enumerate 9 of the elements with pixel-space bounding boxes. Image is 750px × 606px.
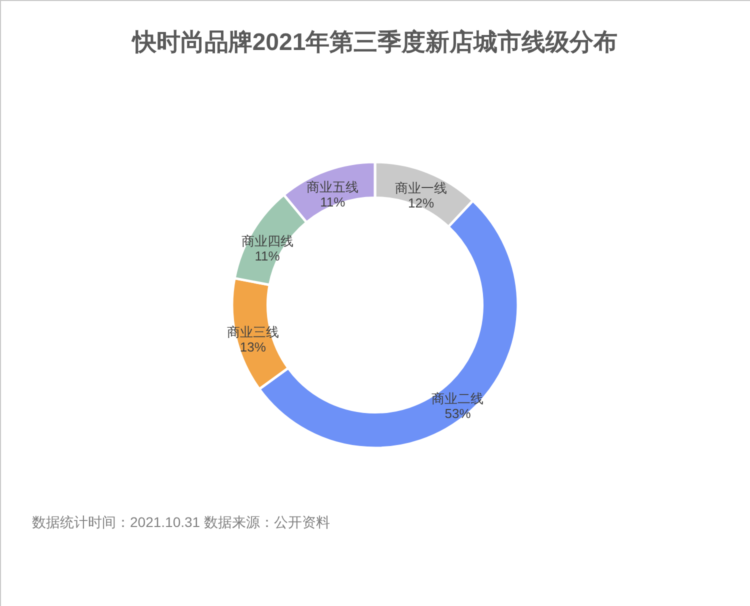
chart-title: 快时尚品牌2021年第三季度新店城市线级分布 bbox=[130, 29, 618, 56]
data-label: 11% bbox=[254, 248, 280, 264]
data-label: 13% bbox=[240, 339, 266, 354]
slice-label: 商业二线 bbox=[432, 390, 484, 406]
slice-label: 商业一线 bbox=[395, 180, 448, 196]
data-label: 12% bbox=[408, 196, 435, 211]
text: 数据统计时间：2021.10.31 数据来源：公开资料 bbox=[32, 514, 330, 530]
data-label: 11% bbox=[320, 194, 346, 210]
slice-label: 商业五线 bbox=[306, 179, 359, 194]
